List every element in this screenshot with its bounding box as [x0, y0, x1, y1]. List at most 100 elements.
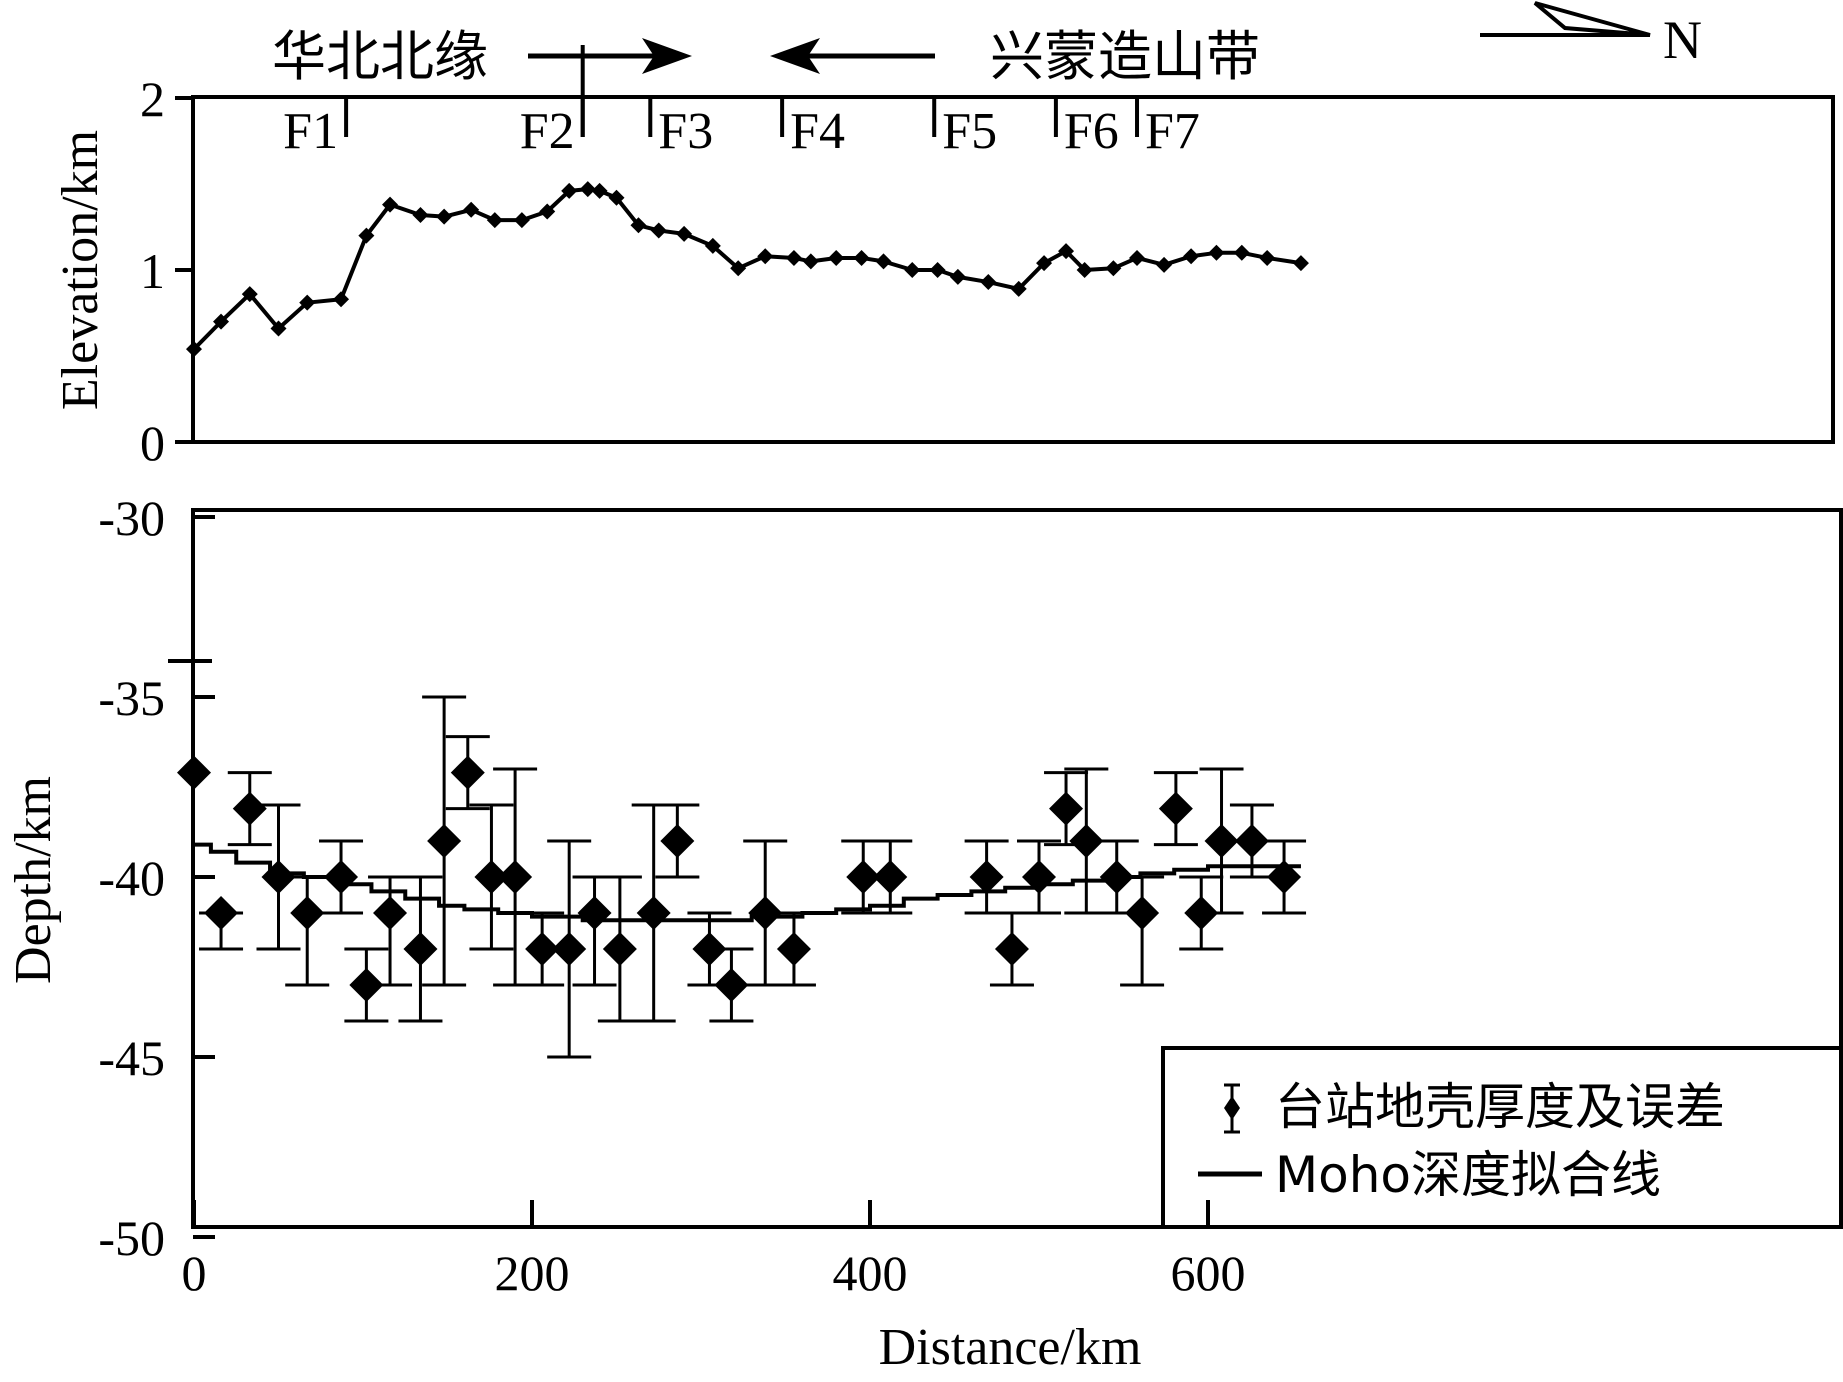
station-point: [1204, 824, 1239, 858]
legend-label-moho: Moho深度拟合线: [1275, 1146, 1661, 1204]
depth-ytick-label: -50: [98, 1210, 165, 1266]
station-point: [1267, 860, 1302, 894]
distance-xtick-label: 400: [833, 1245, 908, 1301]
elevation-point: [241, 286, 258, 303]
station-point: [324, 860, 359, 894]
fault-label-f5: F5: [942, 103, 997, 160]
station-point: [177, 755, 211, 790]
station-error-bar: [285, 875, 330, 987]
elevation-point: [802, 253, 819, 270]
elevation-point: [853, 249, 870, 266]
station-point: [1234, 824, 1269, 858]
fault-label-f1: F1: [283, 103, 338, 160]
elevation-point: [1010, 280, 1027, 297]
station-point: [776, 932, 811, 966]
station-point: [403, 932, 438, 966]
elevation-point: [1208, 244, 1225, 261]
station-point: [204, 896, 239, 930]
station-point: [290, 896, 325, 930]
station-point: [748, 896, 783, 930]
legend-box: [1161, 1046, 1843, 1229]
station-point: [261, 860, 296, 894]
elevation-point: [904, 262, 921, 278]
elevation-point: [299, 294, 316, 311]
station-point: [1158, 791, 1193, 826]
fault-label-f7: F7: [1145, 103, 1200, 160]
station-point: [450, 755, 485, 790]
elevation-point: [828, 249, 845, 266]
elevation-point: [875, 253, 892, 270]
elevation-point: [486, 212, 503, 229]
elevation-point: [436, 208, 453, 225]
distance-xtick-label: 200: [495, 1245, 570, 1301]
elevation-point: [358, 227, 375, 244]
elevation-point: [980, 274, 997, 291]
station-point: [1125, 896, 1160, 930]
elevation-ytick-label: 0: [140, 415, 165, 471]
elevation-point: [382, 196, 399, 213]
elevation-point: [270, 320, 287, 337]
station-error-bar: [572, 875, 617, 987]
legend-diamond-icon: [1224, 1083, 1240, 1134]
depth-ytick-label: -40: [98, 850, 165, 906]
elevation-point: [730, 260, 747, 277]
elevation-point: [539, 203, 556, 220]
station-point: [525, 932, 560, 966]
station-point: [498, 860, 533, 894]
arrow-left-icon: [770, 38, 935, 74]
elevation-point: [1105, 260, 1122, 277]
station-point: [636, 896, 671, 930]
elevation-point: [1076, 262, 1093, 278]
elevation-point: [785, 249, 802, 266]
elevation-point: [676, 225, 693, 242]
station-point: [602, 932, 637, 966]
elevation-point: [579, 181, 596, 198]
elevation-point: [1036, 255, 1053, 272]
station-point: [969, 860, 1004, 894]
depth-axis-label: Depth/km: [5, 776, 62, 984]
elevation-point: [1183, 248, 1200, 265]
elevation-point: [1058, 243, 1075, 260]
legend-label-station: 台站地壳厚度及误差: [1275, 1078, 1725, 1136]
elevation-plot-frame: [191, 95, 1835, 444]
region-label-xingmeng: 兴蒙造山带: [990, 25, 1260, 88]
station-point: [1049, 791, 1084, 826]
elevation-point: [929, 262, 946, 278]
elevation-point: [1292, 255, 1309, 272]
station-point: [474, 860, 509, 894]
elevation-point: [1259, 249, 1276, 266]
station-point: [846, 860, 881, 894]
north-arrow-icon: [1480, 1, 1651, 37]
elevation-point: [1129, 249, 1146, 266]
station-point: [873, 860, 908, 894]
elevation-point: [513, 212, 530, 229]
station-point: [232, 791, 267, 826]
elevation-point: [463, 201, 480, 218]
depth-ytick-label: -30: [98, 490, 165, 546]
station-point: [577, 896, 612, 930]
station-point: [373, 896, 408, 930]
station-point: [349, 968, 384, 1002]
elevation-point: [650, 222, 667, 239]
elevation-point: [412, 206, 429, 223]
arrow-right-icon: [528, 38, 692, 74]
north-label: N: [1663, 10, 1702, 70]
station-point: [1099, 860, 1134, 894]
region-label-north-china: 华北北缘: [272, 25, 488, 88]
station-point: [1022, 860, 1056, 894]
fault-label-f6: F6: [1064, 103, 1119, 160]
station-point: [660, 824, 695, 858]
elevation-ytick-label: 2: [140, 71, 165, 127]
elevation-point: [630, 217, 647, 234]
elevation-point: [1233, 244, 1250, 261]
depth-ytick-label: -45: [98, 1030, 165, 1086]
station-point: [714, 968, 749, 1002]
fault-label-f2: F2: [520, 103, 575, 160]
elevation-point: [704, 237, 721, 254]
distance-xtick-label: 600: [1171, 1245, 1246, 1301]
distance-xtick-label: 0: [182, 1245, 207, 1301]
elevation-point: [213, 313, 230, 330]
station-point: [1069, 824, 1104, 858]
elevation-point: [949, 268, 966, 285]
